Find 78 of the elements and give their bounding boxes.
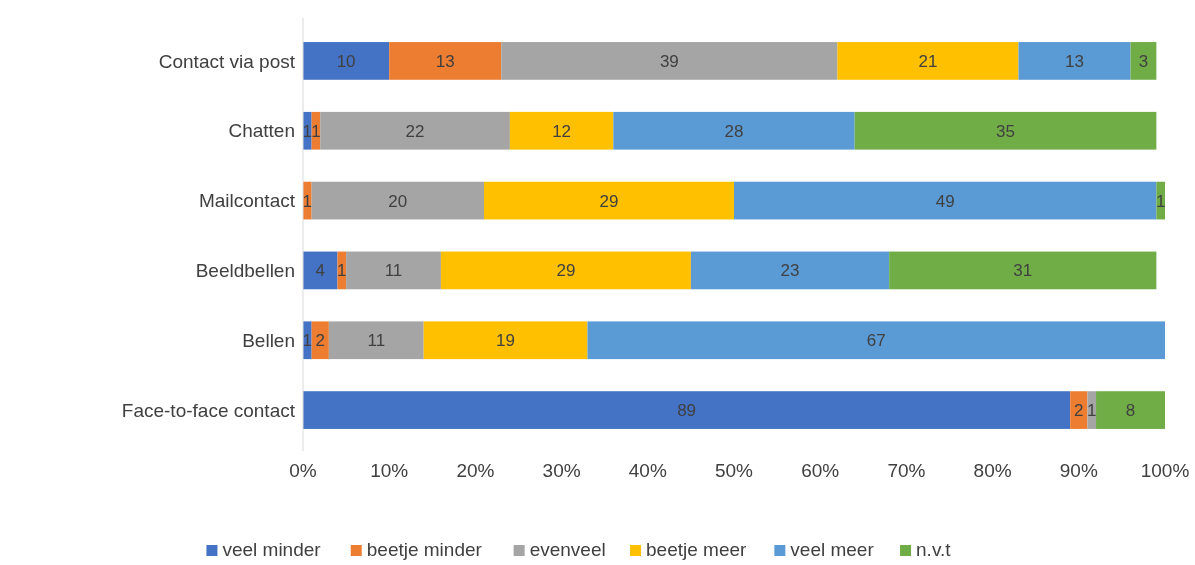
bar	[311, 181, 485, 220]
data-label: 49	[935, 191, 955, 211]
data-label: 1	[1087, 401, 1097, 421]
bar	[303, 391, 1071, 429]
data-label: 23	[780, 261, 800, 281]
x-tick-label: 60%	[801, 460, 840, 481]
bar	[509, 111, 614, 150]
data-label: 29	[556, 261, 576, 281]
bar	[889, 251, 1157, 290]
data-label: 28	[724, 121, 744, 141]
bar	[440, 251, 691, 290]
bar	[328, 321, 424, 360]
bar	[311, 321, 329, 360]
x-tick-label: 70%	[887, 460, 926, 481]
bar	[690, 251, 890, 290]
data-label: 19	[496, 331, 516, 351]
x-tick-label: 30%	[542, 460, 581, 481]
bar	[423, 321, 588, 360]
data-label: 89	[677, 401, 697, 421]
y-tick-label: Face-to-face contact	[121, 399, 296, 421]
bar	[734, 181, 1157, 220]
data-label: 67	[866, 331, 886, 351]
data-label: 4	[315, 261, 325, 281]
bar	[854, 111, 1157, 150]
bar	[1018, 42, 1131, 80]
x-tick-label: 20%	[456, 460, 495, 481]
data-label: 8	[1125, 401, 1136, 421]
data-label: 11	[367, 331, 386, 351]
data-label: 13	[1065, 51, 1084, 71]
data-label: 22	[405, 121, 425, 141]
x-tick-label: 0%	[289, 460, 317, 481]
bar	[484, 181, 734, 220]
y-tick-label: Beeldbellen	[195, 260, 295, 282]
bar	[389, 42, 502, 80]
legend-label: veel meer	[790, 539, 875, 560]
data-label: 1	[1155, 191, 1166, 211]
data-label: 13	[435, 51, 455, 71]
data-label: 39	[659, 51, 679, 71]
data-label: 21	[918, 51, 938, 71]
x-tick-label: 90%	[1059, 460, 1098, 481]
data-label: 12	[552, 121, 572, 141]
x-tick-label: 100%	[1140, 460, 1190, 481]
bar	[1070, 391, 1088, 429]
data-label: 1	[337, 261, 347, 281]
y-tick-label: Chatten	[228, 120, 295, 142]
x-tick-label: 40%	[628, 460, 667, 481]
data-label: 2	[315, 331, 325, 351]
y-tick-label: Mailcontact	[198, 190, 296, 212]
bar	[613, 111, 855, 150]
data-label: 20	[388, 191, 408, 211]
legend-label: beetje minder	[366, 539, 483, 560]
bar	[837, 42, 1019, 80]
bar	[501, 42, 838, 80]
bar	[303, 42, 390, 80]
legend-label: n.v.t	[916, 539, 952, 560]
data-label: 35	[996, 121, 1015, 141]
data-label: 1	[302, 191, 313, 211]
y-tick-label: Contact via post	[158, 50, 296, 72]
data-label: 11	[384, 261, 403, 281]
bar	[346, 251, 441, 290]
data-label: 29	[599, 191, 619, 211]
legend-label: beetje meer	[646, 539, 748, 560]
bar	[320, 111, 510, 150]
y-tick-label: Bellen	[242, 329, 295, 351]
data-label: 10	[336, 51, 356, 71]
bar	[1087, 391, 1097, 429]
x-tick-label: 80%	[973, 460, 1012, 481]
bar	[1130, 42, 1157, 80]
data-label: 31	[1013, 261, 1033, 281]
legend-label: evenveel	[529, 539, 606, 560]
bar	[1096, 391, 1165, 429]
data-label: 1	[311, 121, 321, 141]
data-label: 2	[1074, 401, 1084, 421]
data-label: 3	[1138, 51, 1149, 71]
bar	[587, 321, 1165, 360]
x-tick-label: 50%	[714, 460, 754, 481]
legend-label: veel minder	[222, 539, 322, 560]
x-tick-label: 10%	[370, 460, 409, 481]
